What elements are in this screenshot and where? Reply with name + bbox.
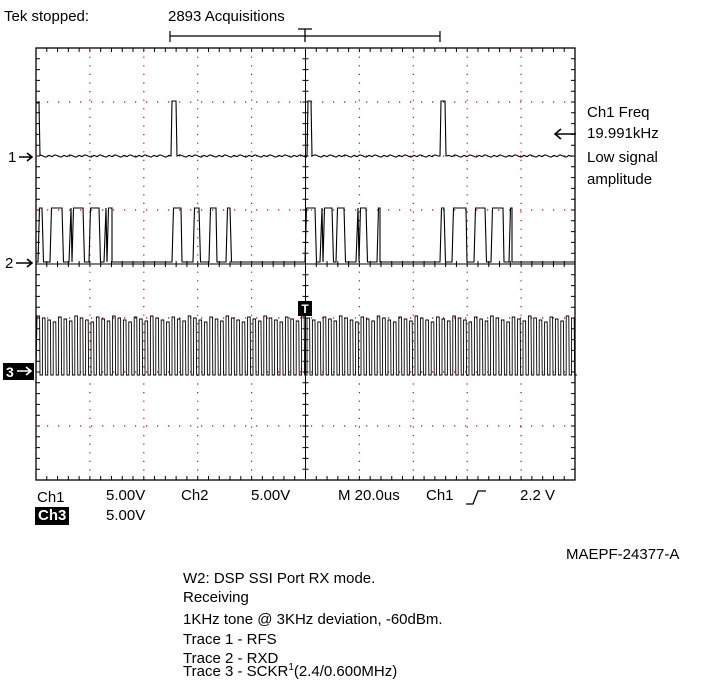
measurement-label: Ch1 Freq <box>587 104 650 121</box>
channel-2-marker: 2 <box>5 255 34 272</box>
svg-text:1: 1 <box>8 149 16 166</box>
caption-line-5: Trace 2 - RXD <box>183 650 279 667</box>
acquisition-count: 2893 Acquisitions <box>168 8 285 25</box>
rising-edge-trigger-icon <box>466 490 486 505</box>
waveform-traces <box>35 100 577 376</box>
measurement-note-1: Low signal <box>587 149 658 166</box>
trace-3-sckr <box>35 315 577 376</box>
ch3-label: Ch3 <box>35 507 70 525</box>
trigger-position-marker: T <box>298 301 312 316</box>
caption-line-3: 1KHz tone @ 3KHz deviation, -60dBm. <box>183 611 443 628</box>
ch3-scale: 5.00V <box>106 507 146 524</box>
channel-1-marker: 1 <box>8 149 34 166</box>
svg-text:3: 3 <box>6 364 14 380</box>
trigger-source: Ch1 <box>426 487 454 504</box>
ch1-scale: 5.00V <box>106 487 146 504</box>
measurement-value: 19.991kHz <box>587 125 659 142</box>
figure-id: MAEPF-24377-A <box>566 546 680 563</box>
caption-line-4: Trace 1 - RFS <box>183 631 277 648</box>
trace-1-rfs <box>36 100 573 158</box>
acquisition-window-bracket <box>169 28 441 42</box>
ch2-scale: 5.00V <box>251 487 291 504</box>
svg-text:2: 2 <box>5 255 13 272</box>
caption-line-1: W2: DSP SSI Port RX mode. <box>183 570 376 587</box>
measurement-pointer-icon <box>553 128 576 140</box>
trace-2-rxd <box>36 207 575 263</box>
oscilloscope-screen: T 1 2 3 <box>3 28 577 481</box>
trigger-level: 2.2 V <box>520 487 556 504</box>
ch1-label: Ch1 <box>37 489 65 506</box>
caption-line-6: Trace 3 - SCKR1(2.4/0.600MHz) <box>183 662 398 681</box>
channel-3-marker: 3 <box>3 363 34 380</box>
timebase-readout: M 20.0us <box>338 487 400 504</box>
acquisition-status: Tek stopped: <box>4 8 90 25</box>
measurement-note-2: amplitude <box>587 171 653 188</box>
ch2-label: Ch2 <box>181 487 209 504</box>
caption-line-2: Receiving <box>183 589 249 606</box>
graticule <box>35 47 576 481</box>
trigger-marker-label: T <box>301 302 309 316</box>
